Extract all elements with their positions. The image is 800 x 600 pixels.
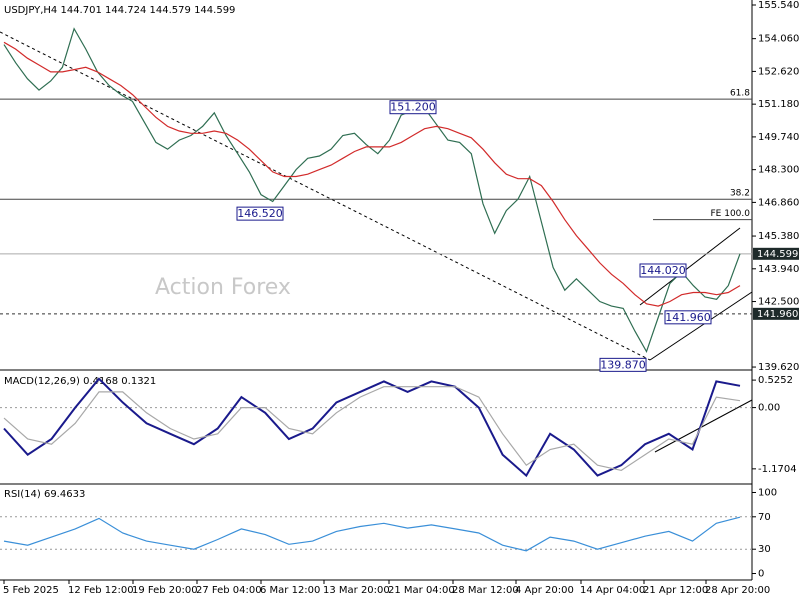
watermark: Action Forex <box>155 275 291 300</box>
macd-trend-line <box>654 399 753 453</box>
channel-line <box>639 227 741 306</box>
x-tick-label: 21 Mar 04:00 <box>388 585 455 596</box>
macd-title: MACD(12,26,9) 0.4168 0.1321 <box>4 376 156 387</box>
y-tick-label: 30 <box>758 544 771 555</box>
y-tick-label: 100 <box>758 487 777 498</box>
x-tick-label: 27 Feb 04:00 <box>196 585 262 596</box>
point-box <box>639 263 687 278</box>
x-tick-label: 28 Mar 12:00 <box>452 585 519 596</box>
channel-line <box>649 291 753 361</box>
y-tick-label: 142.500 <box>758 297 799 308</box>
series-line <box>3 386 741 472</box>
point-label: 146.520 <box>237 207 283 220</box>
x-tick-label: 14 Apr 04:00 <box>580 585 645 596</box>
y-tick-label: 0.00 <box>758 403 780 414</box>
y-tick-label: 146.860 <box>758 197 799 208</box>
x-tick-label: 12 Feb 12:00 <box>68 585 134 596</box>
point-box <box>599 357 647 372</box>
series-line <box>3 41 741 307</box>
price-box-label: 144.599 <box>757 249 798 260</box>
x-tick-label: 28 Apr 20:00 <box>705 585 770 596</box>
point-box <box>664 310 712 325</box>
x-tick-label: 13 Mar 20:00 <box>323 585 390 596</box>
fib-label: FE 100.0 <box>711 209 751 219</box>
point-label: 144.020 <box>640 264 686 277</box>
fib-label: 61.8 <box>730 89 750 99</box>
y-tick-label: 151.180 <box>758 99 799 110</box>
fib-label: 38.2 <box>730 189 750 199</box>
y-tick-label: 70 <box>758 512 771 523</box>
y-tick-label: 139.620 <box>758 362 799 373</box>
x-tick-label: 6 Mar 12:00 <box>260 585 320 596</box>
y-tick-label: 149.740 <box>758 132 799 143</box>
y-tick-label: 0 <box>758 569 764 580</box>
y-tick-label: 145.380 <box>758 231 799 242</box>
y-tick-label: 143.940 <box>758 264 799 275</box>
series-line <box>3 27 741 354</box>
y-tick-label: 154.060 <box>758 34 799 45</box>
rsi-title: RSI(14) 69.4633 <box>4 489 85 500</box>
y-tick-label: -1.1704 <box>758 464 797 475</box>
price-box <box>753 247 799 260</box>
chart-title: USDJPY,H4 144.701 144.724 144.579 144.59… <box>4 5 235 16</box>
price-box-label: 141.960 <box>757 309 798 320</box>
trend-line <box>0 31 651 361</box>
price-box <box>753 307 799 320</box>
x-tick-label: 5 Feb 2025 <box>3 585 59 596</box>
series-line <box>3 377 741 478</box>
point-label: 139.870 <box>600 358 646 371</box>
y-tick-label: 0.5252 <box>758 375 793 386</box>
point-label: 151.200 <box>390 101 436 114</box>
series-line <box>3 516 741 552</box>
y-tick-label: 148.300 <box>758 165 799 176</box>
point-label: 141.960 <box>665 311 711 324</box>
y-tick-label: 155.540 <box>758 0 799 11</box>
x-tick-label: 19 Feb 20:00 <box>132 585 198 596</box>
point-box <box>236 206 284 221</box>
y-tick-label: 152.620 <box>758 66 799 77</box>
x-tick-label: 21 Apr 12:00 <box>643 585 708 596</box>
x-tick-label: 4 Apr 20:00 <box>515 585 574 596</box>
point-box <box>389 100 437 115</box>
